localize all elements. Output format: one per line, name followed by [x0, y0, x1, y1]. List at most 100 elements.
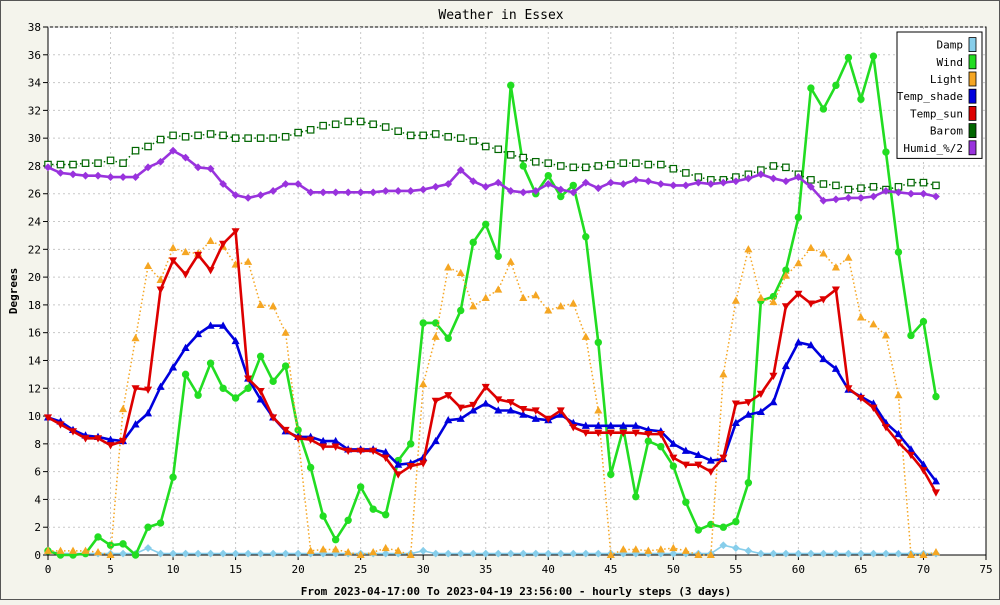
- data-point: [494, 252, 502, 260]
- data-point: [894, 390, 903, 399]
- data-point: [769, 372, 778, 380]
- data-point: [819, 549, 828, 558]
- x-tick-label: 55: [729, 563, 742, 576]
- data-point: [381, 123, 390, 131]
- data-point: [206, 130, 215, 138]
- data-point: [606, 421, 615, 429]
- data-point: [507, 81, 515, 90]
- data-point: [169, 146, 177, 155]
- data-point: [494, 145, 503, 154]
- data-point: [156, 275, 165, 283]
- data-point: [644, 177, 653, 186]
- data-point: [506, 257, 515, 265]
- data-point: [206, 164, 215, 173]
- data-point: [632, 159, 640, 167]
- data-point: [719, 541, 728, 550]
- data-point: [706, 468, 715, 476]
- data-point: [344, 447, 353, 456]
- x-tick-label: 40: [542, 563, 555, 576]
- data-point: [469, 177, 478, 186]
- data-point: [906, 550, 916, 559]
- data-point: [56, 168, 65, 177]
- data-point: [156, 286, 165, 294]
- data-point: [682, 498, 690, 506]
- data-point: [118, 438, 128, 446]
- data-point: [281, 180, 290, 188]
- data-point: [69, 160, 77, 169]
- data-point: [131, 551, 140, 559]
- data-point: [256, 395, 265, 403]
- data-point: [857, 95, 865, 103]
- data-point: [456, 549, 465, 558]
- data-point: [444, 263, 453, 271]
- data-point: [381, 549, 390, 558]
- data-point: [331, 549, 340, 558]
- data-point: [606, 429, 615, 437]
- y-tick-label: 18: [28, 299, 41, 312]
- data-point: [619, 159, 628, 167]
- data-point: [931, 489, 941, 497]
- y-tick-label: 12: [28, 382, 41, 395]
- data-point: [919, 550, 928, 559]
- data-point: [744, 546, 753, 555]
- data-point: [657, 442, 665, 451]
- data-point: [219, 180, 228, 188]
- data-point: [519, 162, 527, 170]
- data-point: [794, 213, 803, 222]
- data-point: [744, 174, 753, 183]
- data-point: [319, 443, 328, 451]
- data-point: [181, 549, 190, 558]
- data-point: [69, 170, 77, 179]
- data-point: [807, 84, 815, 92]
- data-point: [206, 236, 215, 245]
- data-point: [782, 163, 790, 172]
- data-point: [444, 549, 453, 558]
- data-point: [194, 329, 203, 338]
- data-point: [494, 285, 503, 293]
- data-point: [694, 461, 703, 469]
- data-point: [169, 473, 177, 481]
- data-point: [281, 362, 290, 370]
- data-point: [606, 178, 615, 187]
- data-point: [482, 220, 490, 229]
- data-point: [594, 406, 603, 414]
- legend: Damp Wind Light Temp_shade Temp_sun Barom Humi…: [896, 31, 983, 159]
- data-point: [68, 546, 78, 554]
- data-point: [369, 447, 378, 456]
- data-point: [556, 185, 565, 194]
- data-point: [244, 375, 253, 383]
- data-point: [694, 450, 703, 459]
- data-point: [444, 334, 452, 342]
- data-point: [794, 338, 803, 346]
- data-point: [406, 131, 415, 140]
- data-point: [581, 178, 590, 187]
- y-tick-label: 0: [34, 549, 41, 562]
- data-point: [494, 406, 503, 414]
- data-point: [669, 439, 678, 447]
- data-point: [794, 549, 803, 558]
- data-point: [756, 549, 765, 558]
- data-point: [456, 134, 465, 142]
- data-point: [519, 188, 528, 197]
- data-point: [781, 271, 790, 279]
- data-point: [444, 180, 453, 188]
- data-point: [731, 418, 740, 427]
- data-point: [594, 429, 603, 437]
- data-point: [256, 134, 265, 142]
- data-point: [894, 188, 903, 197]
- y-tick-label: 6: [34, 466, 41, 479]
- data-point: [907, 331, 915, 340]
- legend-label: Light: [930, 73, 963, 86]
- data-point: [931, 477, 941, 485]
- data-point: [581, 429, 590, 437]
- data-point: [181, 343, 190, 352]
- data-point: [694, 550, 703, 559]
- data-point: [544, 180, 553, 188]
- data-point: [719, 178, 728, 187]
- data-point: [144, 163, 152, 172]
- data-point: [619, 180, 628, 188]
- data-point: [394, 187, 403, 195]
- chart-title: Weather in Essex: [438, 8, 563, 23]
- data-point: [606, 550, 615, 559]
- data-point: [131, 173, 140, 181]
